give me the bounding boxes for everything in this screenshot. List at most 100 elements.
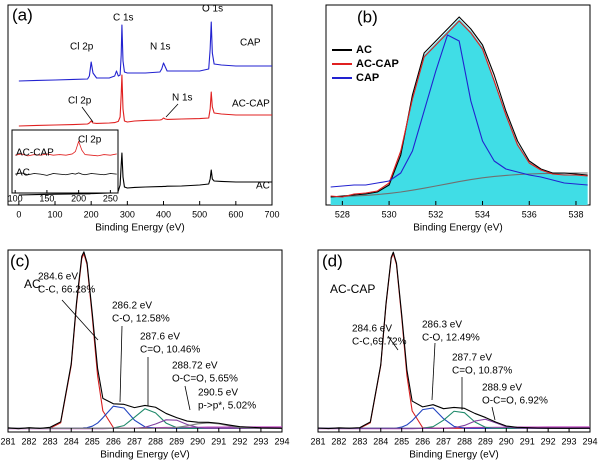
line xyxy=(18,152,272,196)
annotation: Cl 2p xyxy=(78,135,102,146)
panel-label: (a) xyxy=(12,5,33,24)
x-tick-label: 200 xyxy=(71,193,86,203)
x-tick-label: 291 xyxy=(211,436,226,446)
x-tick-label: 293 xyxy=(562,436,577,446)
x-tick-label: 288 xyxy=(148,436,163,446)
x-tick-label: 282 xyxy=(22,436,37,446)
series-label: AC xyxy=(16,168,30,179)
legend-label: AC xyxy=(356,44,372,56)
x-tick-label: 286 xyxy=(415,436,430,446)
line xyxy=(15,172,117,176)
line xyxy=(330,34,588,188)
line xyxy=(7,251,283,430)
series-label: AC-CAP xyxy=(16,148,54,159)
x-tick-label: 200 xyxy=(84,209,99,219)
leader-line xyxy=(387,335,399,351)
x-tick-label: 600 xyxy=(228,209,243,219)
x-tick-label: 281 xyxy=(0,436,15,446)
x-tick-label: 289 xyxy=(169,436,184,446)
x-tick-label: 285 xyxy=(394,436,409,446)
series-label: CAP xyxy=(240,38,261,49)
annotation: 286.2 eV xyxy=(112,301,152,312)
annotation: p->p*, 5.02% xyxy=(198,401,256,412)
x-tick-label: 100 xyxy=(8,193,23,203)
inset-box xyxy=(11,129,119,194)
annotation: N 1s xyxy=(172,93,193,104)
x-tick-label: 500 xyxy=(192,209,207,219)
annotation: C-C, 66.28% xyxy=(38,285,95,296)
legend-label: CAP xyxy=(356,72,379,84)
leader-line xyxy=(61,299,99,341)
annotation: O 1s xyxy=(202,4,223,15)
x-tick-label: 281 xyxy=(310,436,325,446)
x-tick-label: 700 xyxy=(264,209,279,219)
subtitle: AC xyxy=(24,277,41,291)
panel-label: (b) xyxy=(357,7,378,26)
x-tick-label: 528 xyxy=(335,209,350,219)
annotation: 286.3 eV xyxy=(422,320,462,331)
x-tick-label: 292 xyxy=(232,436,247,446)
x-tick-label: 538 xyxy=(568,209,583,219)
x-tick-label: 530 xyxy=(382,209,397,219)
panel-label: (d) xyxy=(322,251,343,270)
line xyxy=(330,16,588,198)
annotation: 288.9 eV xyxy=(482,383,522,394)
annotation: C-O, 12.58% xyxy=(112,314,170,325)
leader-line xyxy=(165,103,179,118)
x-tick-label: 285 xyxy=(85,436,100,446)
x-tick-label: 288 xyxy=(457,436,472,446)
x-tick-label: 283 xyxy=(43,436,58,446)
x-tick-label: 282 xyxy=(331,436,346,446)
x-tick-label: 400 xyxy=(156,209,171,219)
x-tick-label: 100 xyxy=(47,209,62,219)
annotation: O-C=O, 5.65% xyxy=(172,374,238,385)
x-tick-label: 300 xyxy=(120,209,135,219)
x-tick-label: 150 xyxy=(39,193,54,203)
x-tick-label: 294 xyxy=(274,436,289,446)
annotation: O-C=O, 6.92% xyxy=(482,396,548,407)
x-tick-label: 293 xyxy=(253,436,268,446)
x-tick-label: 284 xyxy=(64,436,79,446)
line xyxy=(18,21,272,82)
annotation: 284.6 eV xyxy=(38,272,78,283)
annotation: Cl 2p xyxy=(70,42,94,53)
x-tick-label: 286 xyxy=(106,436,121,446)
leader-line xyxy=(491,406,496,421)
annotation: Cl 2p xyxy=(68,96,92,107)
line xyxy=(15,140,117,157)
x-tick-label: 0 xyxy=(16,209,21,219)
x-axis-label: Binding Energy (eV) xyxy=(95,223,185,234)
annotation: C=O, 10.46% xyxy=(140,345,200,356)
plot-area xyxy=(7,249,283,433)
x-tick-label: 532 xyxy=(428,209,443,219)
annotation: 284.6 eV xyxy=(352,324,392,335)
annotation: 287.6 eV xyxy=(140,332,180,343)
x-tick-label: 284 xyxy=(373,436,388,446)
annotation: C=O, 10.87% xyxy=(452,366,512,377)
line xyxy=(330,172,588,198)
annotation: 287.7 eV xyxy=(452,353,492,364)
leader-line xyxy=(184,385,191,411)
annotation: N 1s xyxy=(150,42,171,53)
x-tick-label: 294 xyxy=(582,436,597,446)
legend-label: AC-CAP xyxy=(356,58,399,70)
series-label: AC-CAP xyxy=(232,99,270,110)
annotation: 290.5 eV xyxy=(198,388,238,399)
x-tick-label: 287 xyxy=(436,436,451,446)
x-tick-label: 283 xyxy=(352,436,367,446)
x-axis-label: Binding Energy (eV) xyxy=(413,223,503,234)
area xyxy=(330,19,588,205)
x-tick-label: 292 xyxy=(541,436,556,446)
leader-line xyxy=(119,325,123,403)
line xyxy=(18,74,272,127)
x-tick-label: 291 xyxy=(520,436,535,446)
line xyxy=(330,20,588,198)
x-tick-label: 534 xyxy=(475,209,490,219)
series-label: AC xyxy=(256,181,270,192)
x-tick-label: 289 xyxy=(478,436,493,446)
subtitle: AC-CAP xyxy=(330,282,375,296)
line xyxy=(317,251,591,430)
x-tick-label: 287 xyxy=(127,436,142,446)
